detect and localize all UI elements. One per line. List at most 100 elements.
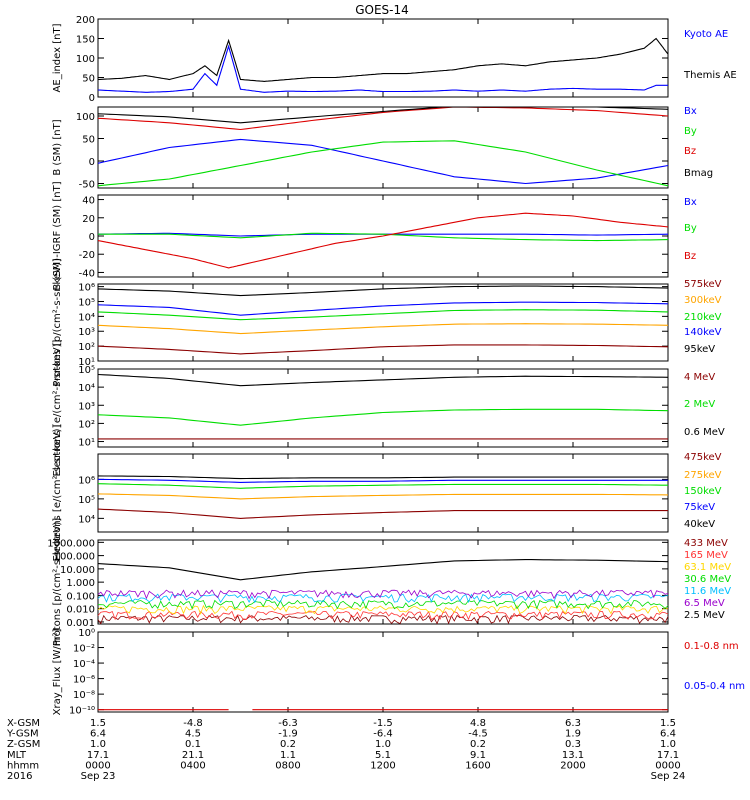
legend-entry: Bz <box>684 146 696 157</box>
x-axis-row-label: X-GSM <box>7 718 40 729</box>
y-tick-label: 10⁻⁴ <box>73 659 95 670</box>
x-axis-value: 0000 <box>85 760 110 771</box>
series-line <box>97 37 669 82</box>
legend-entry: 0.6 MeV <box>684 427 725 438</box>
y-tick-label: 150 <box>76 35 95 46</box>
y-tick-label: 10⁴ <box>78 514 95 525</box>
legend-entry: 63.1 MeV <box>684 562 731 573</box>
legend-entry: Themis AE <box>683 70 737 81</box>
series-line <box>97 44 668 93</box>
x-axis-table: X-GSM 1.5 -4.8 -6.3 -1.5 4.8 6.3 1.5 Y-GSM 6.4 4.5… <box>6 718 685 782</box>
series-line <box>97 559 669 581</box>
y-tick-label: 10⁰ <box>78 628 95 639</box>
panel-2: -50 0 50 100 B (SM) [nT] Bx By Bz Bmag <box>52 106 713 191</box>
legend-entry: 6.5 MeV <box>684 598 725 609</box>
y-tick-label: -20 <box>79 250 95 261</box>
y-axis-label: Protons [p/(cm²-s-sr-keV)] <box>52 518 63 646</box>
x-axis-value: 6.4 <box>660 729 676 740</box>
y-tick-label: 0.100 <box>66 591 95 602</box>
y-axis-label: Protons [p/(cm²-s-sr-keV)] <box>52 258 63 386</box>
panel-5: 10¹ 10² 10³ 10⁴ 10⁵ Electrons [e/(cm²-s-sr-ke… <box>52 339 725 476</box>
legend-entry: 95keV <box>684 344 715 355</box>
y-tick-label: 20 <box>82 214 95 225</box>
legend-entry: 30.6 MeV <box>684 574 731 585</box>
y-tick-label: 100 <box>76 54 95 65</box>
y-tick-label: 10³ <box>78 401 95 412</box>
x-axis-value: 1.9 <box>565 729 581 740</box>
y-tick-label: 10⁶ <box>78 283 95 294</box>
x-axis-row-label: Y-GSM <box>6 729 39 740</box>
plot-title: GOES-14 <box>355 3 409 17</box>
series-line <box>97 408 669 426</box>
panel-frame <box>97 368 669 448</box>
y-tick-label: 100 <box>76 112 95 123</box>
series-line <box>97 599 669 610</box>
x-axis-value: 4.8 <box>470 718 486 729</box>
x-axis-row-label: hhmm <box>7 760 39 771</box>
legend-entry: 433 MeV <box>684 538 728 549</box>
legend-entry: 475keV <box>684 452 722 463</box>
x-axis-value: -4.5 <box>468 729 488 740</box>
panel-frame <box>97 631 669 713</box>
y-tick-label: 10⁻⁶ <box>73 675 95 686</box>
legend-entry: 150keV <box>684 486 722 497</box>
x-axis-value: 0.1 <box>185 739 201 750</box>
x-axis-value: 6.3 <box>565 718 581 729</box>
x-axis-value: 6.4 <box>90 729 106 740</box>
y-tick-label: 10² <box>78 419 95 430</box>
panel-4: 10¹ 10² 10³ 10⁴ 10⁵ 10⁶ Protons [p/(cm²-s-sr-k… <box>52 258 722 386</box>
y-tick-label: 40 <box>82 196 95 207</box>
x-axis-value: 1.0 <box>375 739 391 750</box>
x-axis-value: 0.3 <box>565 739 581 750</box>
y-tick-label: 50 <box>82 74 95 85</box>
series-line <box>97 493 669 500</box>
x-axis-value: 0000 <box>655 760 680 771</box>
series-line <box>97 285 669 297</box>
series-line <box>97 309 669 321</box>
series-line <box>97 138 669 185</box>
x-axis-value: 2000 <box>560 760 585 771</box>
legend-entry: Bmag <box>684 168 713 179</box>
x-axis-value: 0400 <box>180 760 205 771</box>
y-tick-label: 0.001 <box>66 618 95 629</box>
y-tick-label: -50 <box>79 180 95 191</box>
x-axis-value: 13.1 <box>562 750 584 761</box>
y-tick-label: 10³ <box>78 327 95 338</box>
x-axis-value: 21.1 <box>182 750 204 761</box>
series-line <box>97 604 669 615</box>
y-tick-label: 10⁻⁸ <box>73 690 95 701</box>
series-line <box>97 508 668 519</box>
x-axis-row: X-GSM 1.5 -4.8 -6.3 -1.5 4.8 6.3 1.5 <box>7 718 676 729</box>
series-line <box>97 475 668 480</box>
x-axis-row: Z-GSM 1.0 0.1 0.2 1.0 0.2 0.3 1.0 <box>7 739 676 750</box>
y-tick-label: 10⁻² <box>73 644 95 655</box>
legend-entry: 165 MeV <box>684 550 728 561</box>
x-axis-value: 5.1 <box>375 750 391 761</box>
legend-entry: Bx <box>684 106 697 117</box>
panel-3: -40 -20 0 20 40 B (SM)-IGRF (SM) [nT] Bx By Bz <box>52 181 697 290</box>
legend-entry: Bz <box>684 251 696 262</box>
series-line <box>97 483 668 489</box>
legend-entry: 300keV <box>684 295 722 306</box>
legend-entry: By <box>684 126 697 137</box>
panel-frame <box>97 283 669 362</box>
x-axis-value: 17.1 <box>87 750 109 761</box>
series-line <box>97 301 669 316</box>
x-axis-value: -4.8 <box>183 718 203 729</box>
y-axis-label: B (SM)-IGRF (SM) [nT] <box>52 181 63 290</box>
x-axis-value: 0.2 <box>470 739 486 750</box>
x-axis-row-label: 2016 <box>7 771 32 782</box>
y-tick-label: 10⁴ <box>78 312 95 323</box>
y-tick-label: 200 <box>76 15 95 26</box>
x-axis-value: -6.3 <box>278 718 298 729</box>
y-tick-label: 0 <box>89 232 95 243</box>
x-axis-value: Sep 24 <box>651 771 686 782</box>
panel-1: 0 50 100 150 200 AE_index [nT] Kyoto AE Themis … <box>52 15 737 104</box>
legend-entry: 140keV <box>684 327 722 338</box>
legend-entry: 0.05-0.4 nm <box>684 681 745 692</box>
y-tick-label: 10⁵ <box>78 365 95 376</box>
x-axis-value: 0800 <box>275 760 300 771</box>
series-line <box>97 323 669 335</box>
legend-entry: 210keV <box>684 312 722 323</box>
